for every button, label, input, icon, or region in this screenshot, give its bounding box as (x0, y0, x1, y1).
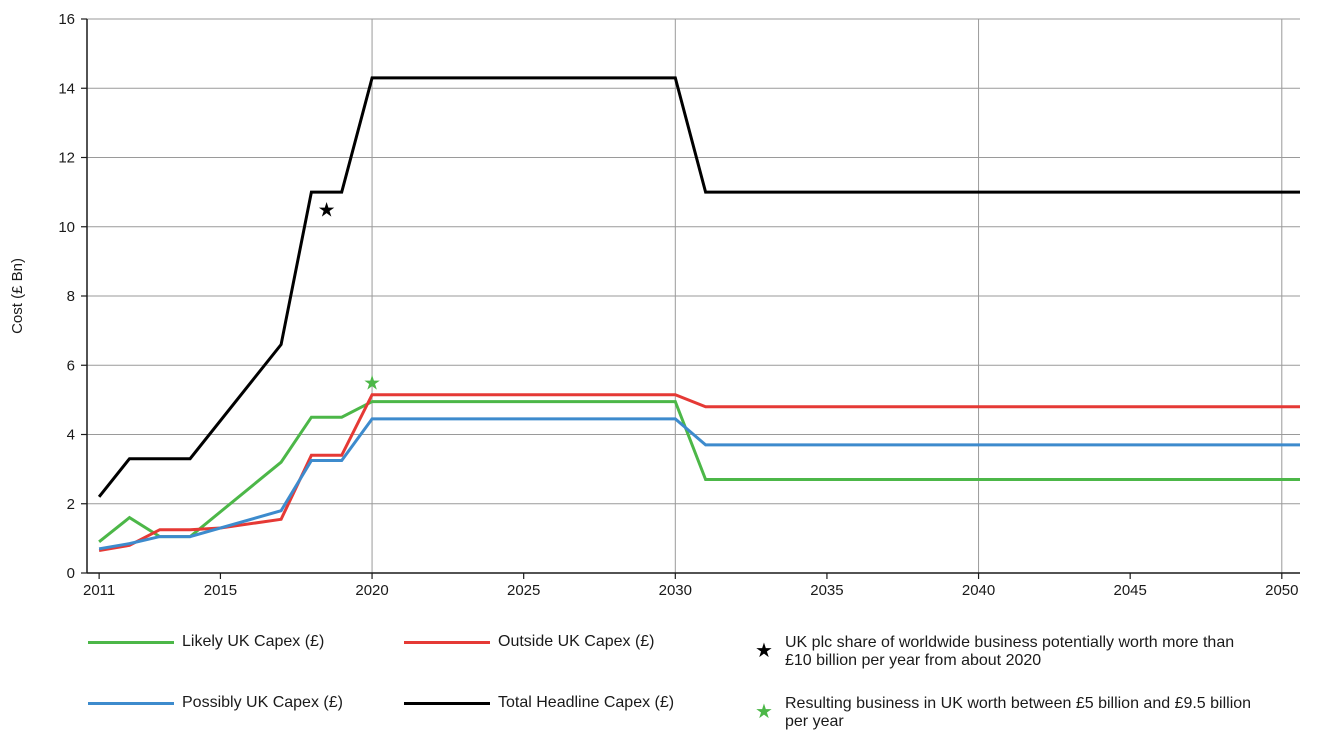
annotation-star-0: ★ (318, 197, 336, 221)
tick-labels: 0 2 4 6 8 10 12 14 16 2011 2015 2020 2025 2030 2035 204… (58, 11, 1298, 599)
y-tick-label-8: 16 (58, 11, 75, 28)
x-tick-label-0: 2011 (83, 582, 115, 599)
note-star-icon-1: ★ (755, 701, 773, 723)
annotation-note-1: ★ Resulting business in UK worth between … (749, 695, 1255, 731)
y-tick-label-7: 14 (58, 80, 75, 97)
legend-item-0: Likely UK Capex (£) (88, 633, 324, 651)
note-star-icon-0: ★ (755, 640, 773, 662)
y-tick-label-1: 2 (67, 496, 75, 513)
legend-swatch-2 (88, 701, 174, 705)
y-tick-label-4: 8 (67, 288, 75, 305)
y-axis-label: Cost (£ Bn) (9, 258, 26, 334)
x-tick-label-3: 2025 (507, 582, 540, 599)
legend-label-2: Possibly UK Capex (£) (182, 694, 343, 711)
legend-label-3: Total Headline Capex (£) (498, 694, 675, 711)
series-line-2 (98, 417, 1300, 551)
legend-item-2: Possibly UK Capex (£) (88, 694, 343, 712)
legend-swatch-1 (404, 640, 490, 644)
y-tick-label-0: 0 (67, 565, 75, 582)
legend-item-3: Total Headline Capex (£) (404, 694, 674, 712)
series-line-1 (98, 393, 1300, 552)
x-tick-label-4: 2030 (659, 582, 692, 599)
legend-label-1: Outside UK Capex (£) (498, 633, 655, 650)
annotation-text-1: Resulting business in UK worth between £… (785, 695, 1252, 730)
series-group (97, 76, 1300, 552)
y-tick-label-6: 12 (58, 150, 75, 167)
x-tick-label-6: 2040 (962, 582, 995, 599)
legend-item-1: Outside UK Capex (£) (404, 633, 655, 651)
x-tick-label-8: 2050 (1265, 582, 1298, 599)
grid (87, 18, 1300, 573)
x-tick-label-2: 2020 (355, 582, 388, 599)
y-tick-label-2: 4 (67, 427, 75, 444)
line-chart: 0 2 4 6 8 10 12 14 16 2011 2015 2020 2025 2030 2035 204… (9, 11, 1300, 599)
legend-label-0: Likely UK Capex (£) (182, 633, 325, 650)
annotation-markers: ★★ (318, 197, 381, 394)
legend-swatch-0 (88, 640, 174, 644)
annotation-text-0: UK plc share of worldwide business poten… (785, 634, 1235, 669)
annotation-note-0: ★ UK plc share of worldwide business pote… (749, 634, 1255, 670)
x-tick-label-1: 2015 (204, 582, 237, 599)
y-tick-label-5: 10 (58, 219, 75, 236)
annotation-star-1: ★ (363, 371, 381, 395)
legend-swatch-3 (404, 701, 490, 705)
x-tick-label-5: 2035 (810, 582, 843, 599)
series-line-3 (97, 76, 1300, 498)
x-tick-label-7: 2045 (1113, 582, 1146, 599)
y-tick-label-3: 6 (67, 357, 75, 374)
